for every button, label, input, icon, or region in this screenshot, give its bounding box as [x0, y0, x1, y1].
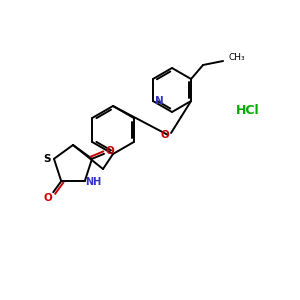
Text: O: O	[44, 193, 52, 203]
Text: O: O	[106, 146, 114, 156]
Text: HCl: HCl	[236, 103, 260, 116]
Text: N: N	[154, 96, 163, 106]
Text: NH: NH	[85, 177, 101, 187]
Text: O: O	[161, 130, 170, 140]
Text: CH₃: CH₃	[228, 52, 245, 62]
Text: S: S	[43, 154, 51, 164]
